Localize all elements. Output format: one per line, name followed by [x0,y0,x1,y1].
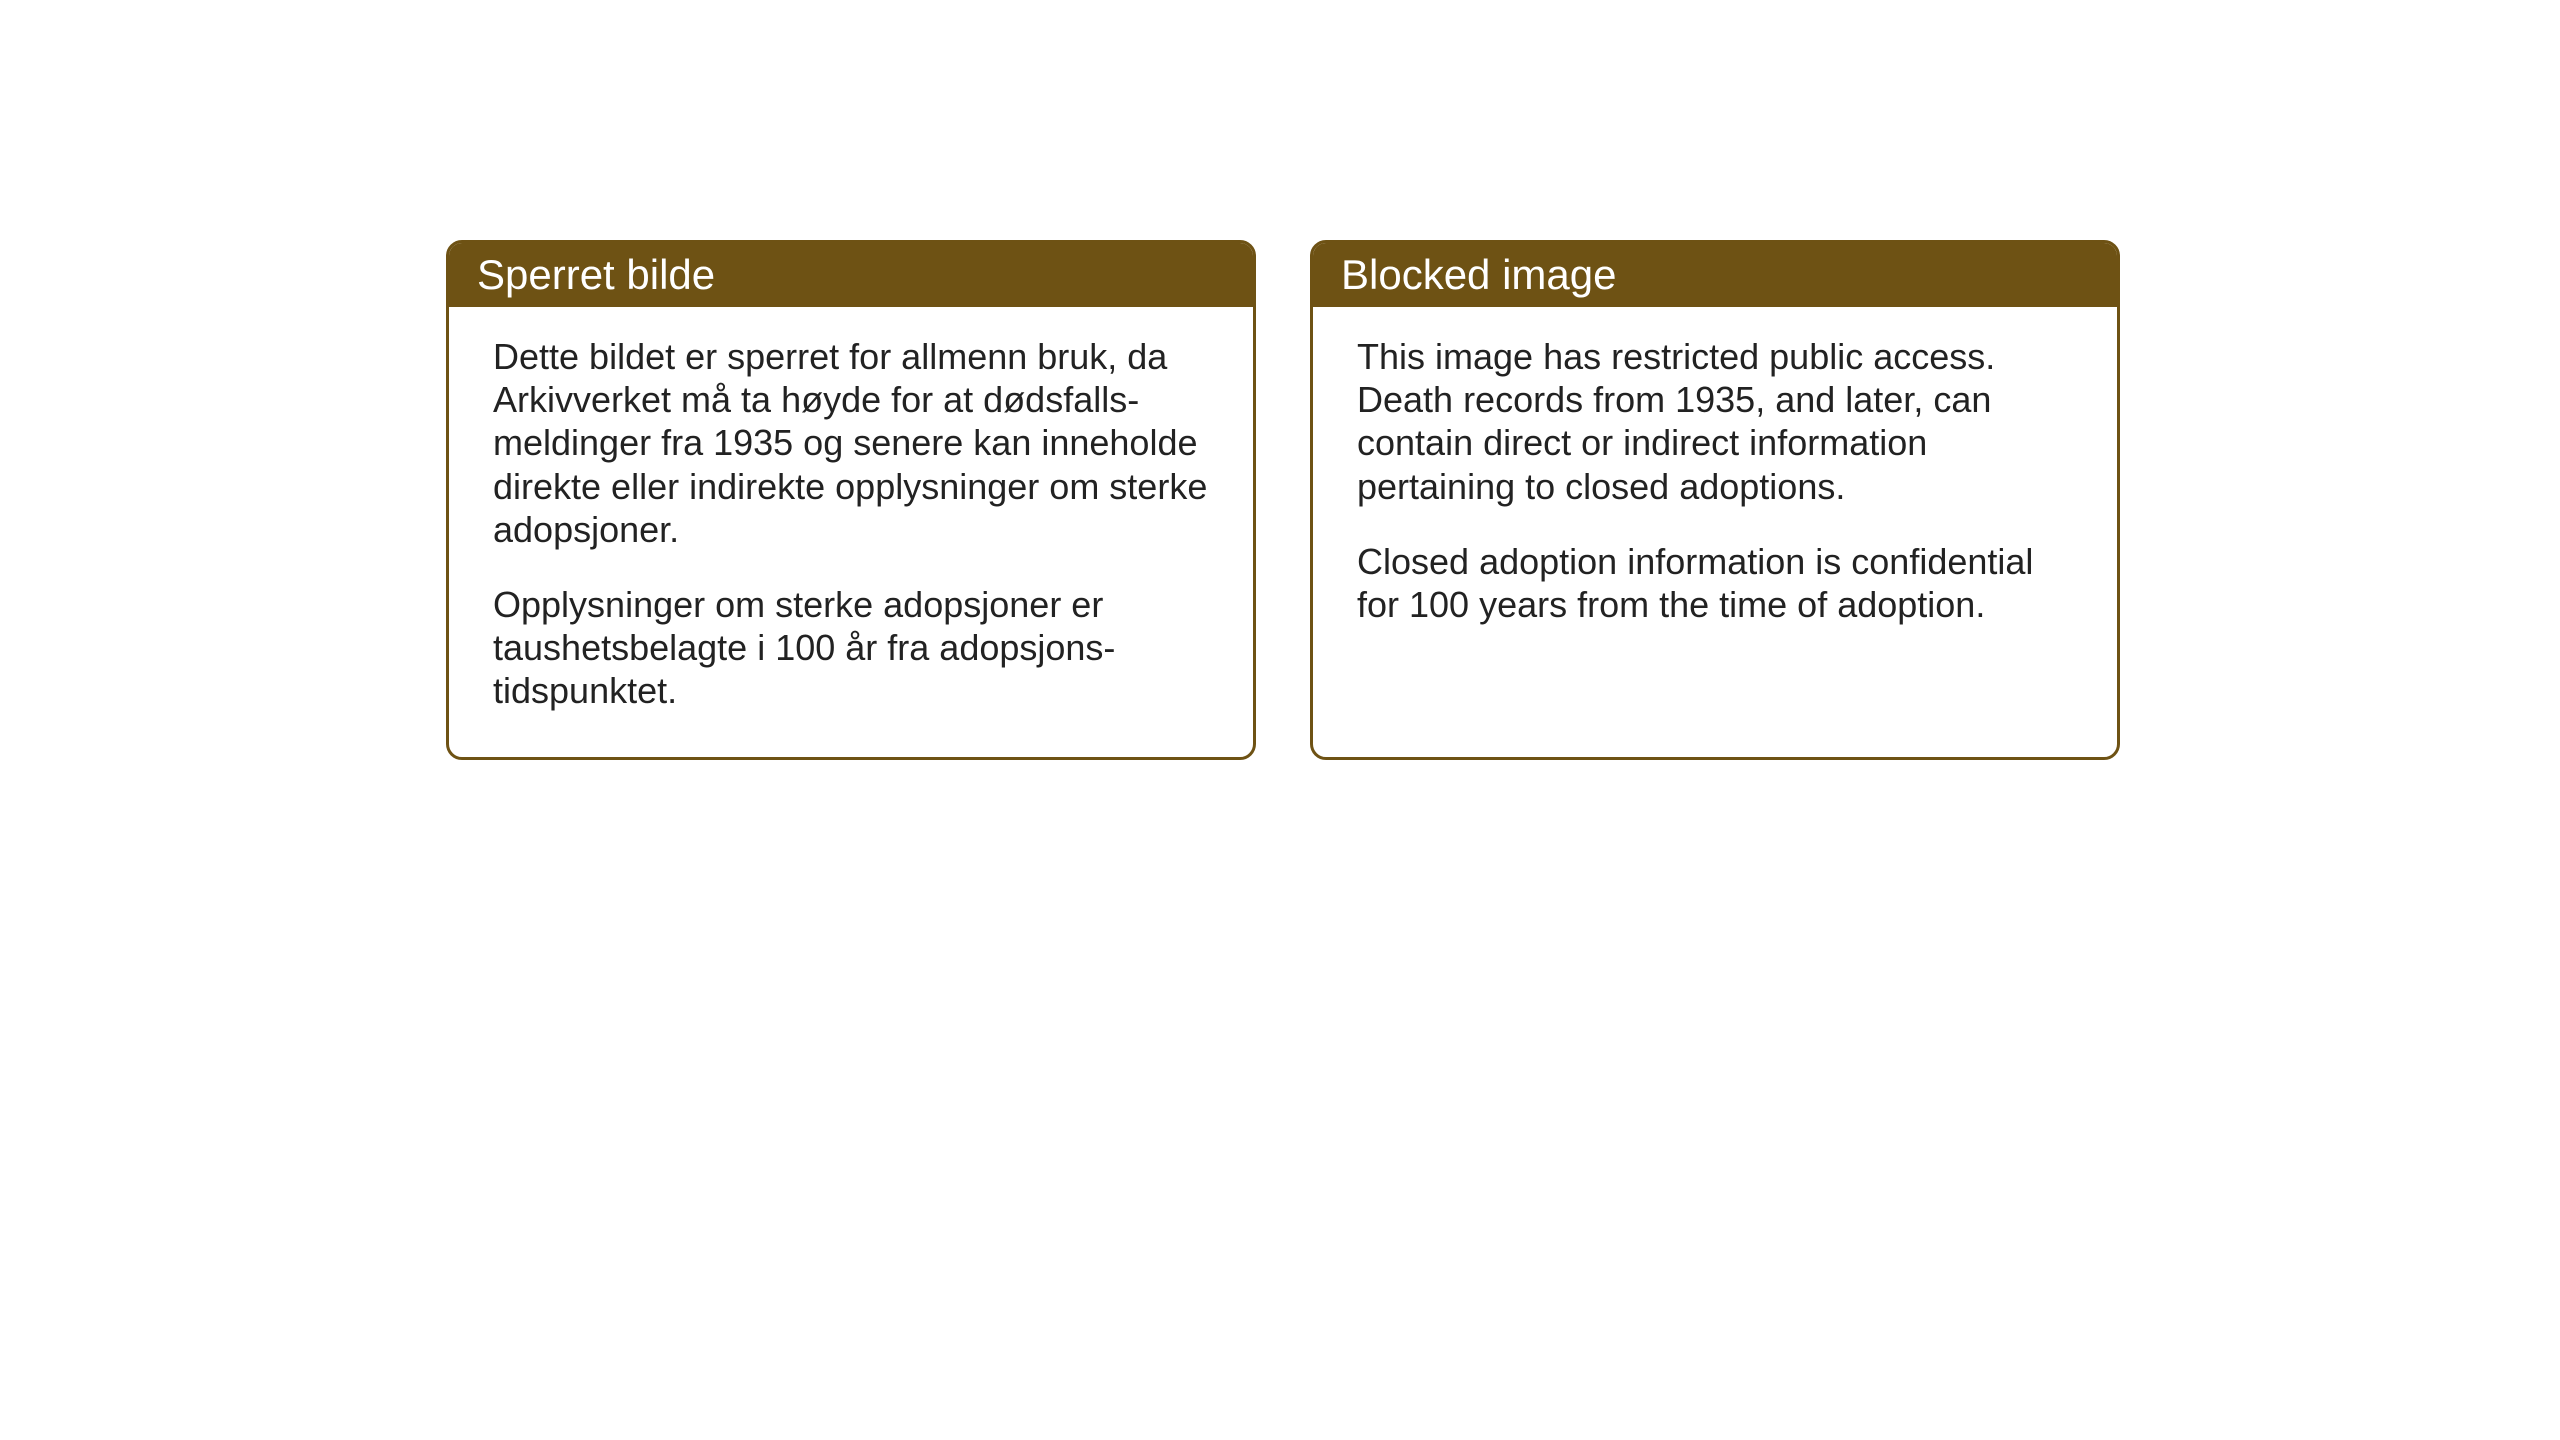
card-paragraph-1-norwegian: Dette bildet er sperret for allmenn bruk… [493,335,1209,551]
notice-container: Sperret bilde Dette bildet er sperret fo… [446,240,2120,760]
card-paragraph-2-english: Closed adoption information is confident… [1357,540,2073,626]
card-paragraph-1-english: This image has restricted public access.… [1357,335,2073,508]
notice-card-english: Blocked image This image has restricted … [1310,240,2120,760]
card-title-norwegian: Sperret bilde [477,251,715,298]
card-body-norwegian: Dette bildet er sperret for allmenn bruk… [449,307,1253,757]
card-header-norwegian: Sperret bilde [449,243,1253,307]
card-header-english: Blocked image [1313,243,2117,307]
card-paragraph-2-norwegian: Opplysninger om sterke adopsjoner er tau… [493,583,1209,713]
notice-card-norwegian: Sperret bilde Dette bildet er sperret fo… [446,240,1256,760]
card-title-english: Blocked image [1341,251,1616,298]
card-body-english: This image has restricted public access.… [1313,307,2117,670]
